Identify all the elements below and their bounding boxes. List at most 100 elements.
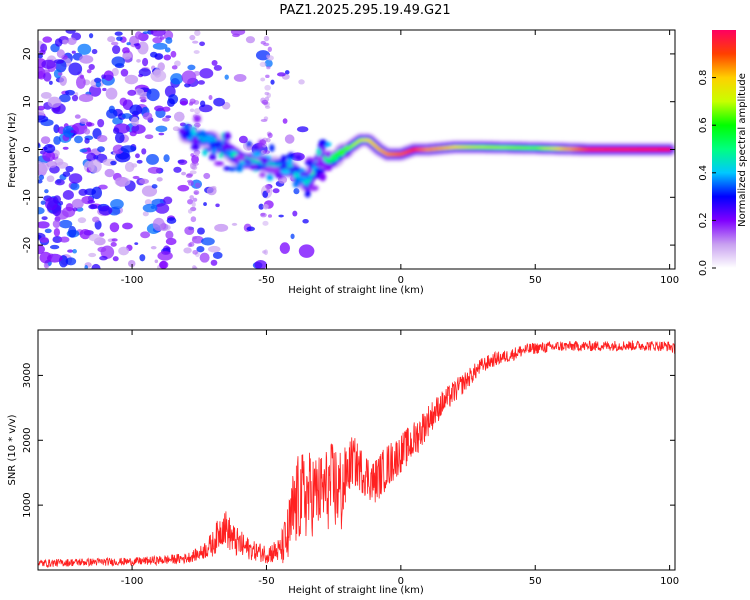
spectrogram-noise-blob (99, 255, 108, 261)
x-tick-label: -100 (121, 576, 144, 587)
spectrogram-noise-blob (173, 111, 185, 122)
spectrogram-noise-blob (40, 91, 52, 99)
spectrogram-noise-blob (110, 198, 124, 210)
spectrogram-noise-blob (38, 53, 43, 59)
spectrogram-ridge-blob (178, 128, 186, 136)
spectrogram-noise-blob (134, 242, 139, 246)
spectrogram-noise-blob (59, 236, 70, 243)
spectrogram-noise-blob (62, 171, 71, 177)
spectrogram-noise-blob (39, 237, 49, 243)
spectrogram-noise-blob (111, 67, 119, 77)
spectrogram-noise-blob (192, 236, 197, 240)
spectrogram-noise-blob (194, 182, 201, 188)
spectrogram-noise-blob (44, 189, 49, 194)
spectrogram-noise-blob (193, 149, 201, 155)
spectrogram-noise-blob (97, 246, 107, 253)
spectrogram-noise-blob (70, 182, 80, 191)
spectrogram-noise-blob (267, 214, 273, 218)
spectrogram-noise-blob (212, 251, 223, 259)
spectrogram-noise-blob (77, 43, 92, 55)
spectrogram-noise-blob (111, 56, 125, 67)
spectrogram-noise-blob (38, 244, 45, 255)
spectrogram-noise-blob (262, 203, 270, 210)
spectrogram-ridge-segment (331, 159, 336, 163)
spectrogram-noise-blob (75, 75, 86, 89)
spectrogram-ridge-segment (233, 151, 238, 156)
spectrogram-noise-blob (187, 64, 196, 71)
spectrogram-noise-blob (260, 212, 267, 218)
spectrogram-noise-blob (152, 217, 165, 231)
spectrogram-noise-blob (260, 77, 266, 82)
spectrogram-ridge-blob (214, 161, 225, 166)
spectrogram-noise-blob (302, 218, 309, 224)
spectrogram-noise-blob (142, 203, 158, 213)
spectrogram-noise-blob (184, 226, 195, 236)
x-tick-label: 0 (398, 576, 404, 587)
spectrogram-noise-blob (106, 108, 118, 119)
spectrogram-noise-blob (132, 175, 140, 180)
spectrogram-noise-blob (213, 64, 222, 71)
colorbar: 0.0 0.2 0.4 0.6 0.8 Normalized spectral ampl… (698, 30, 748, 276)
spectrogram-noise-blob (258, 203, 264, 210)
snr-x-ticks: -100 -50 0 50 100 (121, 330, 679, 587)
spectrogram-noise-blob (43, 72, 52, 82)
spectrogram-noise-blob (191, 165, 198, 171)
spectrogram-ridge-blob (316, 148, 322, 157)
spectrogram-noise-blob (40, 136, 51, 145)
spectrogram-noise-blob (67, 249, 74, 253)
spectrogram-noise-blob (163, 196, 173, 205)
spectrogram-noise-blob (120, 68, 129, 77)
spectrogram-noise-blob (85, 121, 93, 127)
y-tick-label: 3000 (22, 363, 33, 388)
spectrogram-noise-blob (122, 47, 130, 54)
spectrogram-noise-blob (189, 34, 196, 41)
spectrogram-noise-blob (154, 105, 164, 112)
spectrogram-noise-blob (267, 132, 273, 138)
spectrogram-noise-blob (190, 216, 197, 223)
snr-y-axis-label: SNR (10 * v/v) (7, 414, 18, 485)
snr-series-line (38, 340, 675, 569)
spectrogram-noise-blob (231, 222, 238, 226)
spectrogram-noise-blob (290, 233, 295, 240)
spectrogram-noise-blob (165, 230, 174, 240)
spectrogram-noise-blob (199, 68, 214, 79)
spectrogram-noise-blob (130, 116, 139, 127)
spectrogram-noise-blob (142, 211, 149, 217)
spectrogram-noise-blob (171, 65, 178, 70)
spectrogram-noise-blob (213, 97, 225, 107)
spectrogram-ridge-blob (260, 156, 269, 165)
spectrogram-ridge-segment (332, 155, 340, 161)
spectrogram-noise-blob (95, 81, 102, 88)
spectrogram-ridge-blob (251, 151, 262, 158)
spectrogram-noise-blob (201, 237, 215, 246)
spectrogram-noise-blob (142, 31, 149, 35)
spectrogram-noise-blob (131, 163, 138, 168)
spectrogram-noise-blob (135, 31, 143, 40)
spectrogram-noise-blob (53, 69, 62, 79)
spectrogram-noise-blob (152, 36, 163, 44)
spectrogram-noise-blob (91, 49, 98, 55)
spectrogram-noise-blob (124, 74, 139, 85)
spectrogram-noise-blob (266, 65, 271, 70)
spectrogram-noise-blob (272, 188, 280, 194)
spectrogram-noise-blob (144, 199, 152, 206)
spectrogram-noise-blob (70, 129, 76, 134)
spectrogram-ridge-blob (218, 152, 224, 159)
spectrogram-noise-blob (191, 265, 197, 269)
spectrogram-noise-blob (177, 184, 190, 192)
spectrogram-ridge-blob (274, 172, 284, 179)
spectrogram-noise-blob (293, 188, 300, 195)
spectrogram-noise-blob (84, 128, 91, 135)
spectrogram-noise-blob (265, 188, 271, 194)
spectrogram-noise-blob (74, 135, 83, 144)
spectrogram-noise-blob (79, 118, 89, 125)
spectrogram-noise-blob (107, 36, 116, 43)
spectrogram-noise-blob (84, 265, 89, 269)
spectrogram-noise-blob (154, 259, 159, 264)
spectrogram-noise-blob (118, 246, 130, 256)
spectrogram-noise-blob (78, 188, 88, 196)
spectrogram-ridge-blob (259, 172, 266, 178)
spectrogram-noise-blob (112, 127, 120, 134)
spectrogram-noise-blob (245, 36, 255, 44)
spectrogram-noise-blob (67, 37, 77, 46)
